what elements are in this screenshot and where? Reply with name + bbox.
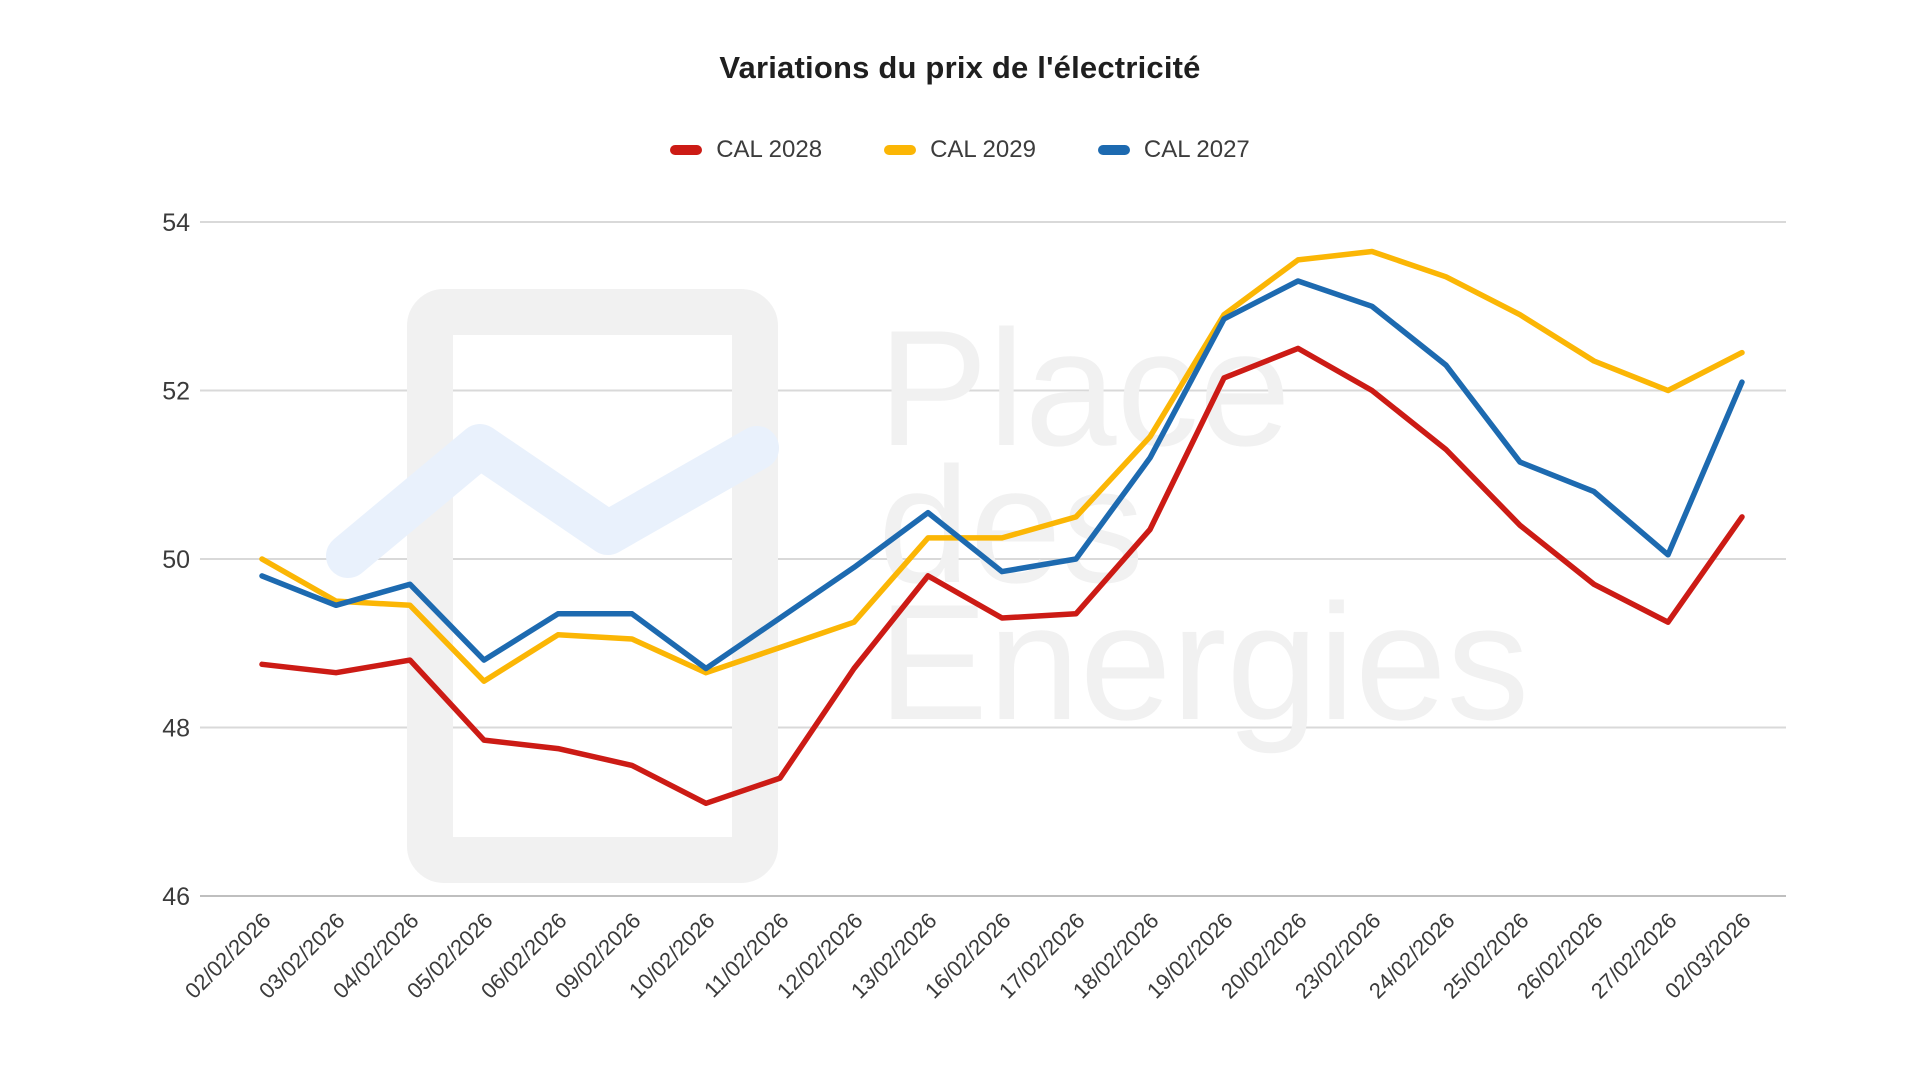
series-line-cal-2027	[259, 278, 1745, 672]
legend-item-cal-2028: CAL 2028	[670, 136, 822, 164]
legend-swatch-yellow	[884, 145, 917, 155]
chart-legend: CAL 2028 CAL 2029 CAL 2027	[0, 136, 1920, 164]
legend-label: CAL 2027	[1143, 136, 1250, 163]
legend-label: CAL 2028	[716, 136, 823, 163]
legend-item-cal-2029: CAL 2029	[884, 136, 1036, 164]
series-line-cal-2029	[259, 248, 1745, 684]
watermark-logo-zigzag	[326, 424, 779, 578]
y-axis-labels: 54 52 50 48 46	[162, 209, 190, 911]
series-lines	[259, 248, 1745, 807]
x-axis-labels: 02/02/202603/02/202604/02/202605/02/2026…	[180, 908, 1756, 1004]
watermark-text: Energies	[878, 570, 1529, 754]
legend-swatch-red	[670, 145, 703, 155]
legend-label: CAL 2029	[930, 136, 1036, 163]
series-line-cal-2028	[259, 345, 1745, 807]
watermark-logo-square	[407, 289, 778, 883]
legend-swatch-blue	[1097, 145, 1130, 155]
chart-title: Variations du prix de l'électricité	[719, 50, 1201, 85]
y-tick-label: 54	[162, 209, 190, 237]
y-tick-label: 46	[162, 883, 190, 911]
y-tick-label: 48	[162, 715, 190, 743]
gridlines	[200, 221, 1786, 897]
legend-item-cal-2027: CAL 2027	[1097, 136, 1250, 164]
y-tick-label: 52	[162, 378, 190, 406]
y-tick-label: 50	[162, 546, 190, 574]
